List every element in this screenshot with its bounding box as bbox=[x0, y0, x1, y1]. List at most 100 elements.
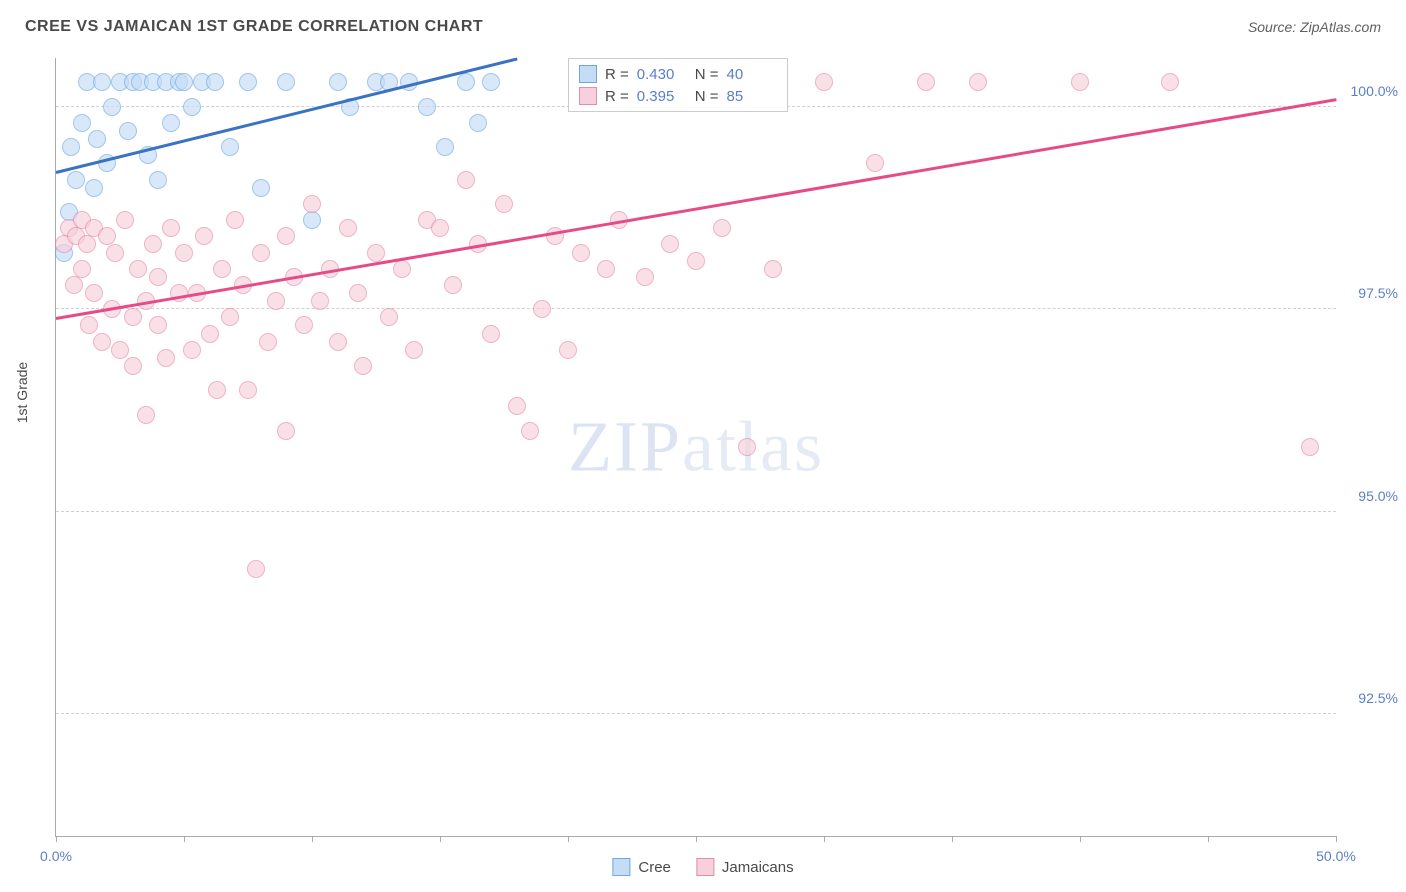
stats-row-jamaicans: R = 0.395 N = 85 bbox=[579, 85, 777, 107]
data-point bbox=[221, 308, 239, 326]
data-point bbox=[201, 325, 219, 343]
data-point bbox=[183, 341, 201, 359]
stats-legend: R = 0.430 N = 40 R = 0.395 N = 85 bbox=[568, 58, 788, 112]
chart-header: CREE VS JAMAICAN 1ST GRADE CORRELATION C… bbox=[0, 0, 1406, 48]
data-point bbox=[572, 244, 590, 262]
data-point bbox=[137, 406, 155, 424]
data-point bbox=[208, 381, 226, 399]
chart-title: CREE VS JAMAICAN 1ST GRADE CORRELATION C… bbox=[25, 18, 483, 36]
x-tick bbox=[312, 836, 313, 842]
data-point bbox=[149, 316, 167, 334]
legend-item-jamaicans: Jamaicans bbox=[696, 858, 794, 876]
x-tick-label: 0.0% bbox=[40, 848, 72, 864]
data-point bbox=[815, 73, 833, 91]
data-point bbox=[866, 154, 884, 172]
data-point bbox=[1071, 73, 1089, 91]
x-tick bbox=[568, 836, 569, 842]
data-point bbox=[457, 73, 475, 91]
x-tick bbox=[1208, 836, 1209, 842]
data-point bbox=[311, 292, 329, 310]
data-point bbox=[661, 235, 679, 253]
gridline bbox=[56, 713, 1336, 714]
x-tick bbox=[1336, 836, 1337, 842]
y-tick-label: 100.0% bbox=[1351, 83, 1398, 99]
data-point bbox=[418, 98, 436, 116]
data-point bbox=[206, 73, 224, 91]
data-point bbox=[687, 252, 705, 270]
data-point bbox=[124, 308, 142, 326]
data-point bbox=[73, 114, 91, 132]
data-point bbox=[144, 235, 162, 253]
data-point bbox=[85, 284, 103, 302]
y-tick-label: 95.0% bbox=[1358, 488, 1398, 504]
data-point bbox=[444, 276, 462, 294]
data-point bbox=[88, 130, 106, 148]
data-point bbox=[738, 438, 756, 456]
data-point bbox=[247, 560, 265, 578]
data-point bbox=[713, 219, 731, 237]
data-point bbox=[239, 381, 257, 399]
x-tick bbox=[184, 836, 185, 842]
data-point bbox=[917, 73, 935, 91]
data-point bbox=[764, 260, 782, 278]
data-point bbox=[349, 284, 367, 302]
data-point bbox=[277, 73, 295, 91]
data-point bbox=[67, 171, 85, 189]
data-point bbox=[175, 73, 193, 91]
series-legend: Cree Jamaicans bbox=[612, 858, 793, 876]
stats-row-cree: R = 0.430 N = 40 bbox=[579, 63, 777, 85]
data-point bbox=[183, 98, 201, 116]
x-tick bbox=[952, 836, 953, 842]
data-point bbox=[103, 98, 121, 116]
gridline bbox=[56, 511, 1336, 512]
data-point bbox=[457, 171, 475, 189]
data-point bbox=[482, 73, 500, 91]
data-point bbox=[149, 171, 167, 189]
data-point bbox=[303, 211, 321, 229]
data-point bbox=[969, 73, 987, 91]
data-point bbox=[277, 227, 295, 245]
data-point bbox=[303, 195, 321, 213]
data-point bbox=[1301, 438, 1319, 456]
x-tick bbox=[56, 836, 57, 842]
data-point bbox=[239, 73, 257, 91]
x-tick bbox=[824, 836, 825, 842]
data-point bbox=[106, 244, 124, 262]
data-point bbox=[93, 73, 111, 91]
legend-item-cree: Cree bbox=[612, 858, 671, 876]
x-tick-label: 50.0% bbox=[1316, 848, 1356, 864]
data-point bbox=[329, 73, 347, 91]
gridline bbox=[56, 308, 1336, 309]
data-point bbox=[111, 341, 129, 359]
data-point bbox=[157, 349, 175, 367]
x-tick bbox=[1080, 836, 1081, 842]
data-point bbox=[93, 333, 111, 351]
x-tick bbox=[440, 836, 441, 842]
data-point bbox=[393, 260, 411, 278]
swatch-jamaicans bbox=[579, 87, 597, 105]
chart-source: Source: ZipAtlas.com bbox=[1248, 19, 1381, 35]
data-point bbox=[65, 276, 83, 294]
data-point bbox=[521, 422, 539, 440]
data-point bbox=[259, 333, 277, 351]
legend-swatch-cree bbox=[612, 858, 630, 876]
trend-line bbox=[56, 99, 1337, 321]
data-point bbox=[149, 268, 167, 286]
data-point bbox=[469, 114, 487, 132]
data-point bbox=[354, 357, 372, 375]
watermark: ZIPatlas bbox=[568, 406, 824, 489]
data-point bbox=[129, 260, 147, 278]
data-point bbox=[252, 179, 270, 197]
data-point bbox=[482, 325, 500, 343]
data-point bbox=[175, 244, 193, 262]
swatch-cree bbox=[579, 65, 597, 83]
y-tick-label: 97.5% bbox=[1358, 285, 1398, 301]
data-point bbox=[213, 260, 231, 278]
data-point bbox=[636, 268, 654, 286]
data-point bbox=[533, 300, 551, 318]
data-point bbox=[252, 244, 270, 262]
data-point bbox=[431, 219, 449, 237]
data-point bbox=[436, 138, 454, 156]
data-point bbox=[495, 195, 513, 213]
data-point bbox=[226, 211, 244, 229]
